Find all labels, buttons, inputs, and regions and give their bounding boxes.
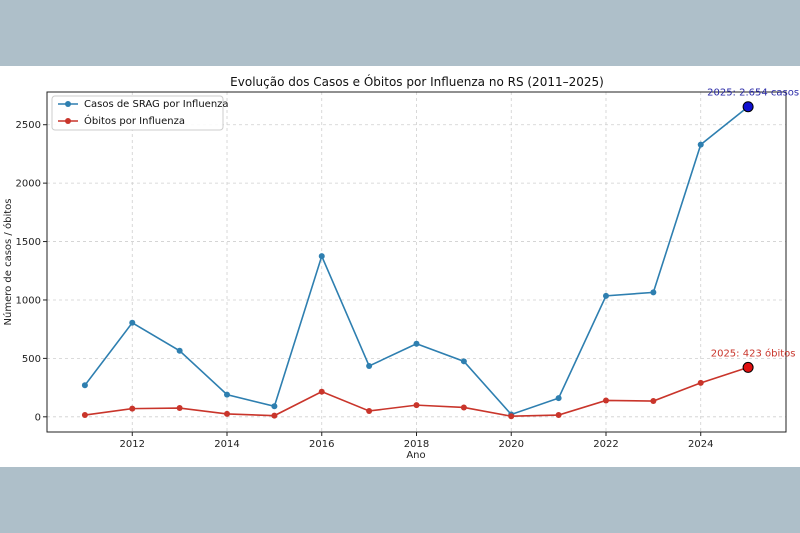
y-axis-ticks: 0 500 1000 1500 2000 2500 bbox=[16, 120, 47, 423]
data-point-cases bbox=[271, 403, 278, 410]
series-layer bbox=[81, 103, 752, 420]
data-point-cases bbox=[460, 358, 467, 365]
x-axis-title: Ano bbox=[406, 450, 425, 461]
chart-title: Evolução dos Casos e Óbitos por Influenz… bbox=[230, 74, 604, 89]
y-tick-label: 500 bbox=[22, 354, 41, 365]
y-tick-label: 1000 bbox=[16, 295, 41, 306]
data-point-deaths bbox=[81, 412, 88, 419]
bottom-margin-band bbox=[0, 467, 800, 533]
data-point-cases bbox=[555, 395, 562, 402]
data-point-cases bbox=[176, 347, 183, 354]
data-point-deaths bbox=[602, 397, 609, 404]
legend-marker-deaths bbox=[65, 118, 71, 124]
chart-figure: Evolução dos Casos e Óbitos por Influenz… bbox=[0, 66, 800, 467]
data-point-deaths bbox=[366, 407, 373, 414]
data-point-deaths bbox=[460, 404, 467, 411]
x-axis-ticks: 2012 2014 2016 2018 2020 2022 2024 bbox=[120, 432, 713, 450]
y-tick-label: 1500 bbox=[16, 237, 41, 248]
line-chart: Evolução dos Casos e Óbitos por Influenz… bbox=[2, 74, 799, 461]
data-point-deaths bbox=[176, 405, 183, 412]
top-margin-band bbox=[0, 0, 800, 66]
annotation-label-deaths: 2025: 423 óbitos bbox=[711, 347, 796, 359]
data-point-deaths bbox=[129, 405, 136, 412]
x-tick-label: 2022 bbox=[593, 439, 618, 450]
data-point-cases bbox=[129, 319, 136, 326]
legend-label-deaths: Óbitos por Influenza bbox=[84, 114, 185, 127]
x-tick-label: 2012 bbox=[120, 439, 145, 450]
x-tick-label: 2020 bbox=[499, 439, 524, 450]
x-tick-label: 2014 bbox=[214, 439, 239, 450]
y-tick-label: 2500 bbox=[16, 120, 41, 131]
data-point-cases bbox=[697, 141, 704, 148]
y-tick-label: 2000 bbox=[16, 179, 41, 190]
data-point-cases bbox=[318, 253, 325, 260]
data-point-deaths bbox=[555, 412, 562, 419]
data-point-cases bbox=[602, 292, 609, 299]
data-point-deaths bbox=[271, 412, 278, 419]
x-tick-label: 2016 bbox=[309, 439, 334, 450]
legend-box bbox=[51, 95, 224, 131]
data-point-cases bbox=[413, 340, 420, 347]
data-point-deaths bbox=[650, 398, 657, 405]
data-point-cases bbox=[81, 382, 88, 389]
x-tick-label: 2024 bbox=[688, 439, 713, 450]
legend-label-cases: Casos de SRAG por Influenza bbox=[84, 99, 229, 110]
data-point-deaths bbox=[508, 413, 515, 420]
data-point-cases bbox=[366, 362, 373, 369]
legend: Casos de SRAG por Influenza Óbitos por I… bbox=[51, 95, 229, 131]
data-point-deaths bbox=[224, 410, 231, 417]
legend-marker-cases bbox=[65, 101, 71, 107]
annotations: 2025: 2.654 casos 2025: 423 óbitos bbox=[707, 88, 799, 373]
y-tick-label: 0 bbox=[35, 412, 41, 423]
highlight-marker-deaths bbox=[742, 361, 754, 373]
x-tick-label: 2018 bbox=[404, 439, 429, 450]
data-point-deaths bbox=[318, 388, 325, 395]
data-point-deaths bbox=[697, 379, 704, 386]
y-axis-title: Número de casos / óbitos bbox=[2, 199, 14, 326]
highlight-marker-cases bbox=[742, 101, 754, 113]
data-point-cases bbox=[224, 391, 231, 398]
data-point-deaths bbox=[413, 402, 420, 409]
annotation-label-cases: 2025: 2.654 casos bbox=[707, 88, 799, 99]
grid-lines bbox=[47, 92, 786, 432]
data-point-cases bbox=[650, 289, 657, 296]
